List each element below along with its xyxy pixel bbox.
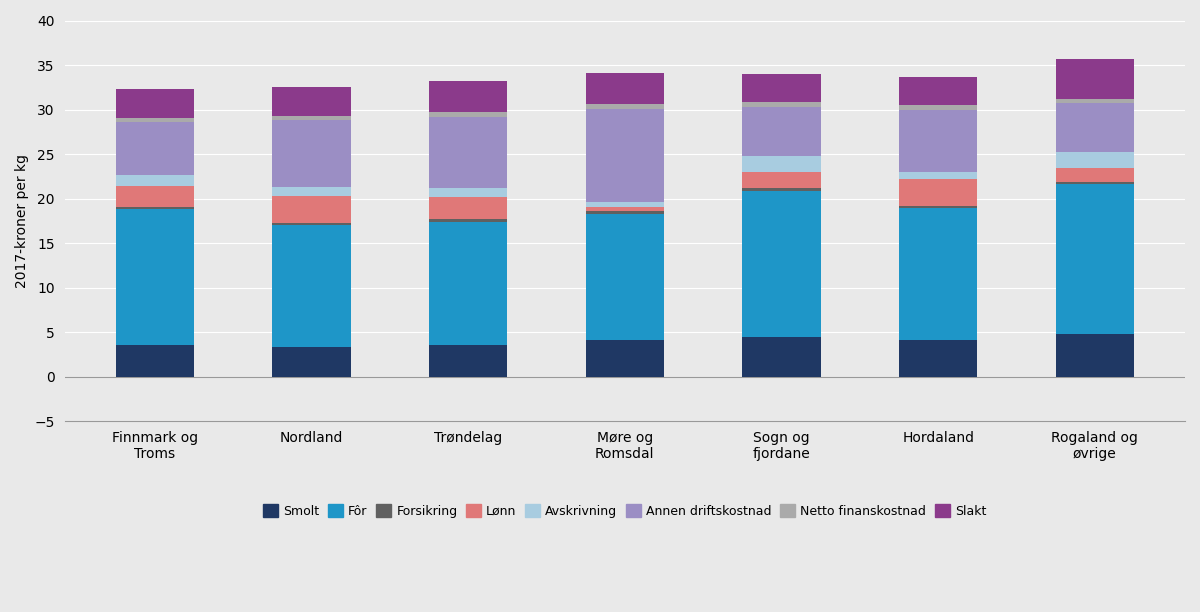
Bar [743, 188, 821, 190]
Bar [586, 104, 664, 109]
Bar [115, 118, 194, 122]
Bar [428, 219, 508, 222]
Bar [743, 172, 821, 188]
Bar [743, 337, 821, 376]
Bar [743, 74, 821, 102]
Bar [428, 197, 508, 219]
Bar [115, 345, 194, 376]
Bar [272, 347, 350, 376]
Bar [428, 81, 508, 112]
Bar [1056, 99, 1134, 103]
Bar [1056, 334, 1134, 376]
Bar [586, 211, 664, 214]
Bar [899, 340, 977, 376]
Bar [899, 206, 977, 208]
Bar [428, 112, 508, 117]
Legend: Smolt, Fôr, Forsikring, Lønn, Avskrivning, Annen driftskostnad, Netto finanskost: Smolt, Fôr, Forsikring, Lønn, Avskrivnin… [258, 499, 991, 523]
Bar [272, 196, 350, 223]
Bar [1056, 152, 1134, 168]
Bar [743, 107, 821, 156]
Bar [743, 156, 821, 172]
Bar [272, 187, 350, 196]
Bar [428, 188, 508, 197]
Bar [115, 122, 194, 176]
Bar [586, 207, 664, 211]
Bar [115, 209, 194, 345]
Bar [586, 340, 664, 376]
Bar [272, 225, 350, 347]
Bar [428, 222, 508, 345]
Bar [899, 179, 977, 206]
Bar [899, 76, 977, 105]
Bar [899, 110, 977, 172]
Bar [1056, 103, 1134, 152]
Bar [272, 120, 350, 187]
Bar [1056, 168, 1134, 182]
Bar [272, 116, 350, 120]
Bar [586, 214, 664, 340]
Bar [272, 223, 350, 225]
Bar [899, 208, 977, 340]
Bar [115, 207, 194, 209]
Bar [272, 88, 350, 116]
Bar [428, 117, 508, 188]
Bar [428, 345, 508, 376]
Bar [586, 202, 664, 207]
Bar [743, 190, 821, 337]
Bar [586, 73, 664, 104]
Bar [586, 109, 664, 202]
Bar [115, 176, 194, 186]
Bar [1056, 182, 1134, 184]
Bar [899, 172, 977, 179]
Bar [115, 186, 194, 207]
Y-axis label: 2017-kroner per kg: 2017-kroner per kg [14, 154, 29, 288]
Bar [1056, 59, 1134, 99]
Bar [115, 89, 194, 118]
Bar [899, 105, 977, 110]
Bar [743, 102, 821, 107]
Bar [1056, 184, 1134, 334]
